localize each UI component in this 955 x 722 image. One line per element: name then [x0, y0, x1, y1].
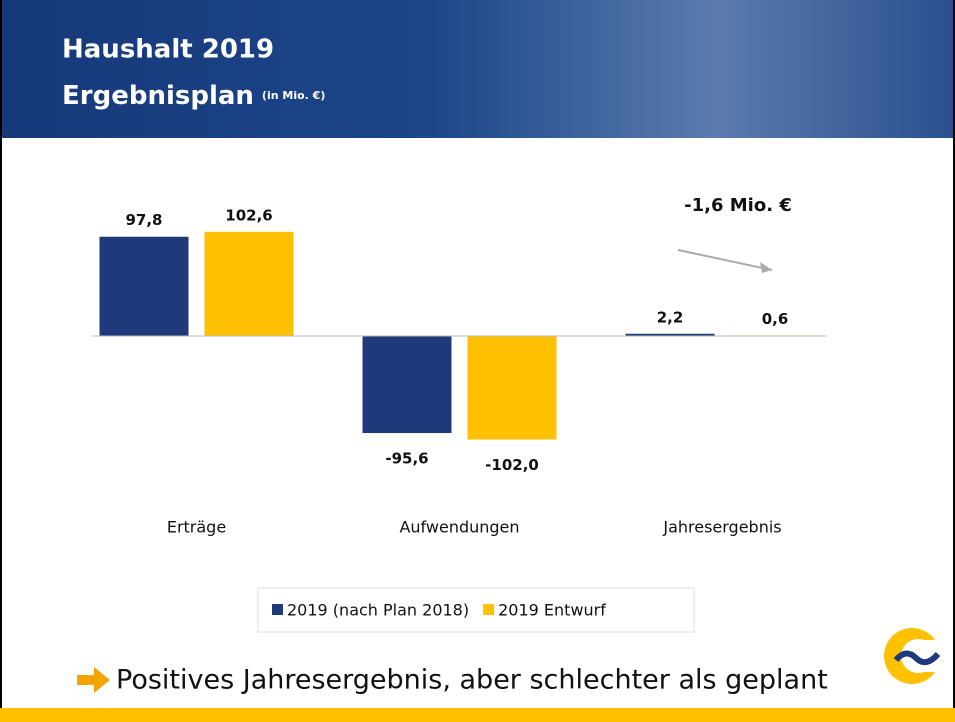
- category-label: Jahresergebnis: [662, 518, 781, 537]
- annotation: -1,6 Mio. €: [684, 195, 792, 216]
- value-label: -102,0: [485, 456, 539, 474]
- value-label: 2,2: [657, 308, 684, 326]
- bar: [625, 333, 715, 336]
- value-label: 102,6: [225, 206, 272, 224]
- category-label: Erträge: [167, 518, 226, 537]
- subtitle-text: Ergebnisplan: [62, 81, 254, 111]
- footer-text: Positives Jahresergebnis, aber schlechte…: [116, 665, 828, 696]
- legend-swatch: [272, 604, 283, 615]
- bar: [204, 231, 294, 336]
- legend-label: 2019 (nach Plan 2018): [287, 601, 469, 620]
- value-label: -95,6: [385, 450, 428, 468]
- slide-title: Haushalt 2019: [62, 35, 274, 65]
- bullet-arrow: [77, 667, 110, 693]
- logo-wave: [893, 650, 941, 666]
- bar: [362, 336, 452, 434]
- header-band: [0, 0, 955, 138]
- legend-label: 2019 Entwurf: [498, 601, 606, 620]
- category-label: Aufwendungen: [399, 518, 519, 537]
- trend-arrow: [677, 249, 773, 271]
- value-label: 0,6: [762, 310, 789, 328]
- bar: [467, 336, 557, 440]
- legend-box: [257, 587, 695, 633]
- legend-swatch: [483, 604, 495, 615]
- trend-arrow-head: [760, 262, 772, 273]
- unit-note: (in Mio. €): [262, 89, 325, 102]
- slide-subtitle: Ergebnisplan (in Mio. €): [62, 81, 325, 111]
- value-label: 97,8: [125, 211, 162, 229]
- logo: [884, 628, 943, 684]
- bar: [99, 236, 189, 336]
- footer-band: [0, 708, 955, 722]
